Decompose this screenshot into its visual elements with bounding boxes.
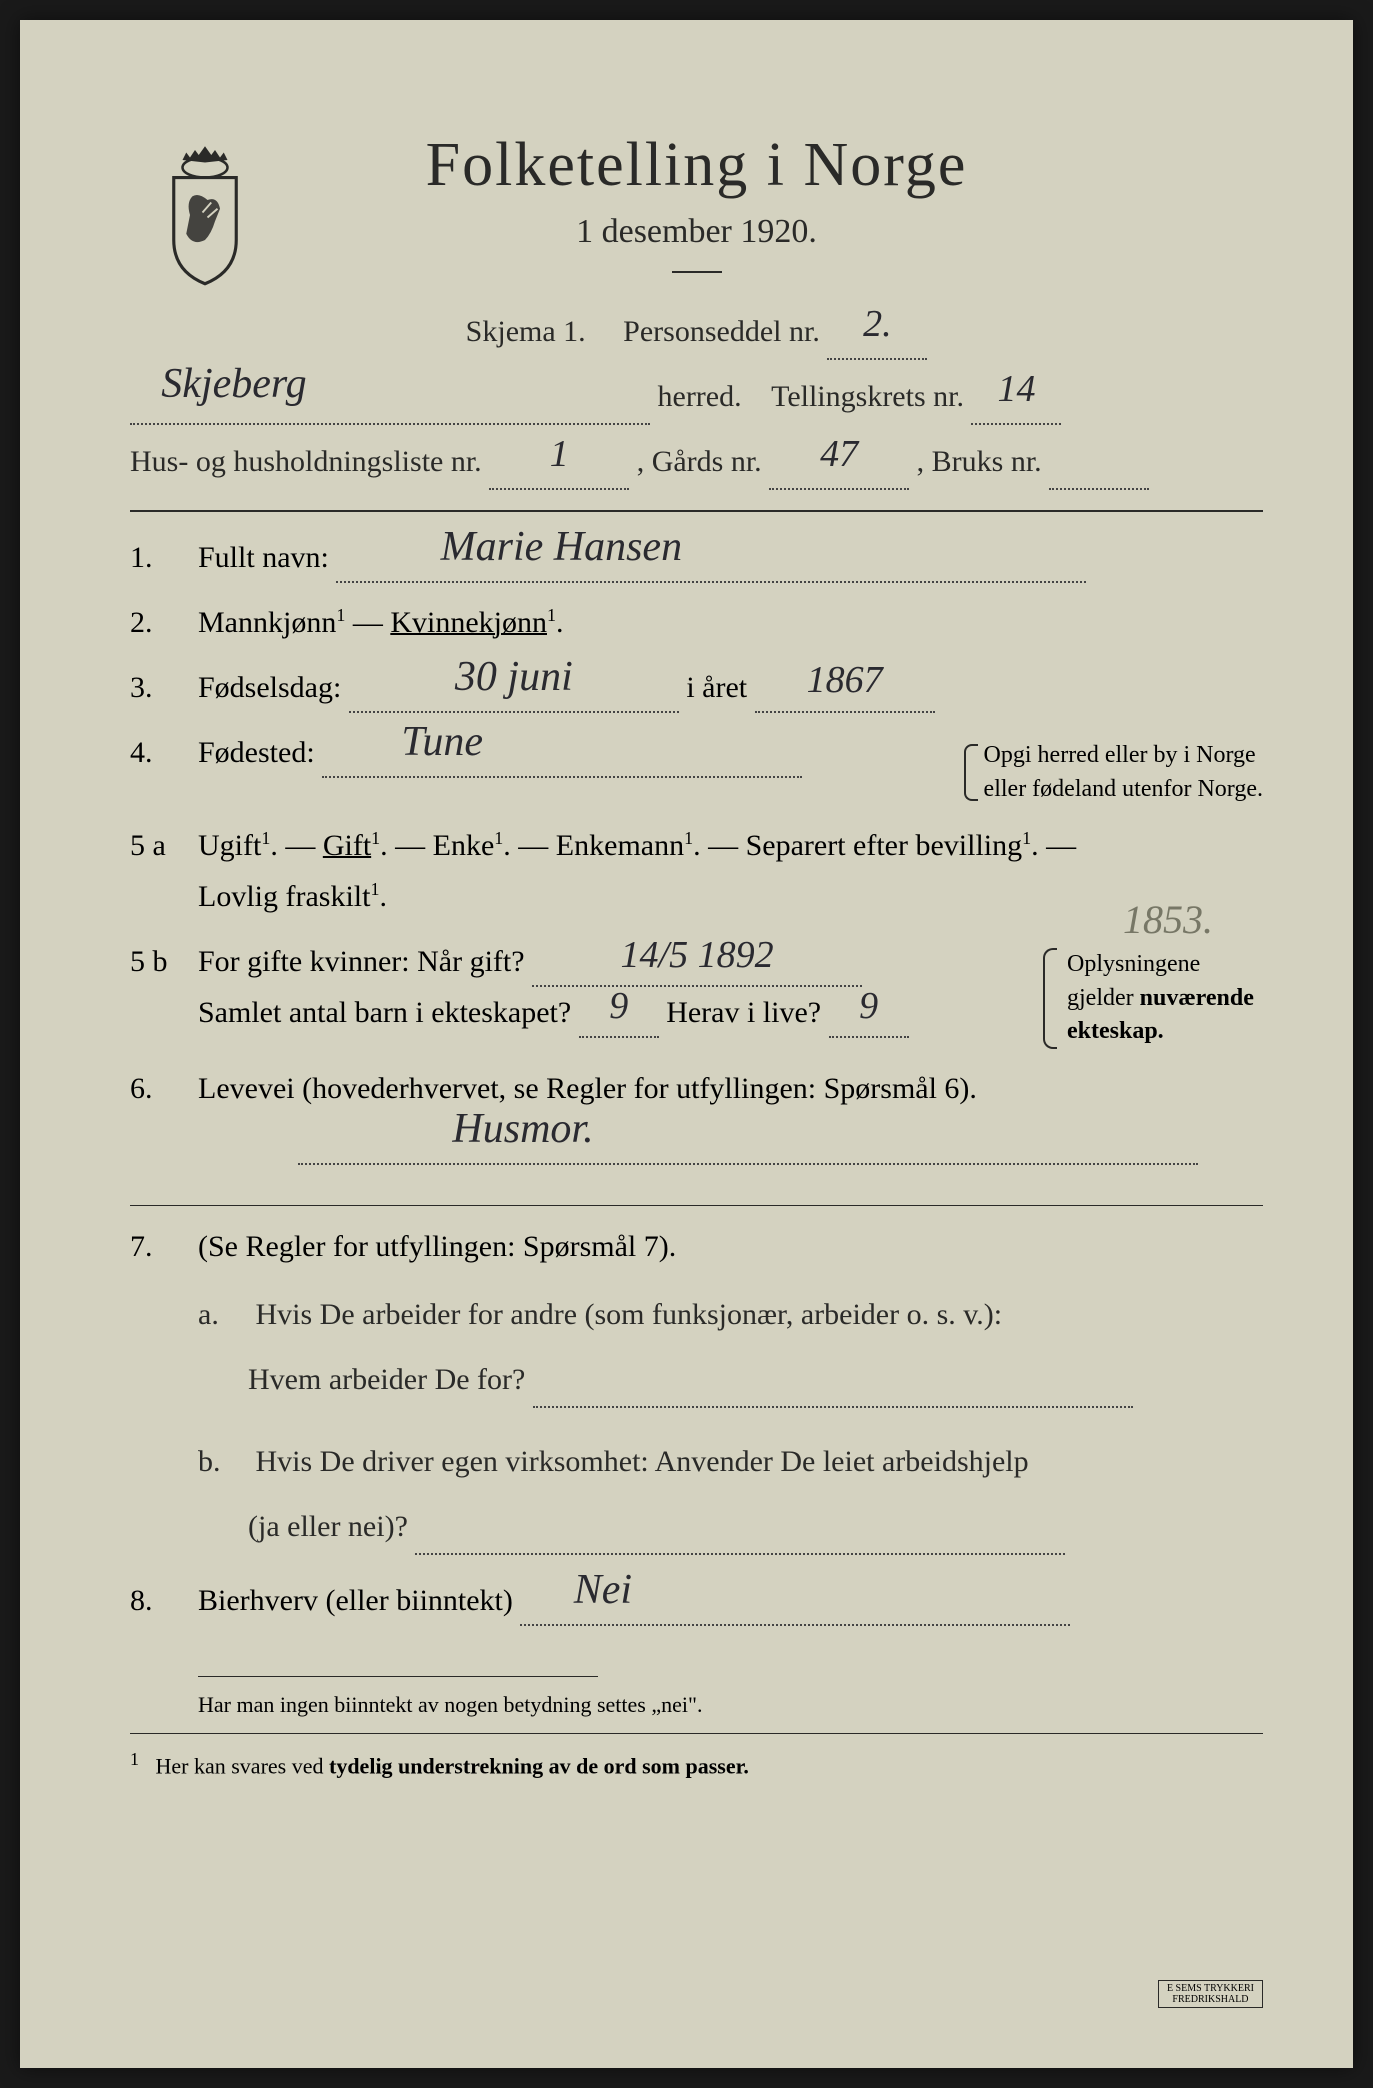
q7b-line1: Hvis De driver egen virksomhet: Anvender…: [256, 1445, 1029, 1478]
document-subtitle: 1 desember 1920.: [130, 213, 1263, 251]
footnote-1: Har man ingen biinntekt av nogen betydni…: [198, 1692, 1263, 1718]
q3-day-field: 30 juni: [349, 674, 679, 713]
bottom-divider: [130, 1733, 1263, 1734]
husliste-line: Hus- og husholdningsliste nr. 1 , Gårds …: [130, 433, 1263, 490]
q5b-label1: For gifte kvinner: Når gift?: [198, 945, 525, 978]
footnote-divider: [198, 1676, 598, 1677]
tellingskrets-value: 14: [997, 353, 1035, 425]
document-title: Folketelling i Norge: [130, 130, 1263, 201]
q5a-gift-selected: Gift: [323, 829, 371, 862]
personseddel-field: 2.: [827, 321, 927, 360]
q5b-value3: 9: [859, 974, 878, 1039]
q6-num: 6.: [130, 1072, 198, 1106]
tellingskrets-label: Tellingskrets nr.: [771, 380, 964, 413]
q7a-line1: Hvis De arbeider for andre (som funksjon…: [256, 1298, 1003, 1331]
q3-num: 3.: [130, 671, 198, 705]
q7b-letter: b.: [198, 1433, 248, 1490]
question-7a: a. Hvis De arbeider for andre (som funks…: [198, 1286, 1263, 1408]
question-7b: b. Hvis De driver egen virksomhet: Anven…: [198, 1433, 1263, 1555]
gards-field: 47: [769, 451, 909, 490]
q4-value: Tune: [401, 707, 483, 778]
q5b-label2: Samlet antal barn i ekteskapet?: [198, 996, 571, 1029]
question-4: 4. Fødested: Tune Opgi herred eller by i…: [130, 727, 1263, 806]
q7a-line2: Hvem arbeider De for?: [248, 1363, 525, 1396]
q3-day-value: 30 juni: [455, 642, 573, 713]
bruks-label: , Bruks nr.: [917, 445, 1042, 478]
section-divider: [130, 510, 1263, 512]
q7-label: (Se Regler for utfyllingen: Spørsmål 7).: [198, 1230, 676, 1263]
question-6: 6. Levevei (hovederhvervet, se Regler fo…: [130, 1063, 1263, 1165]
census-form-document: Folketelling i Norge 1 desember 1920. Sk…: [20, 20, 1353, 2068]
q5b-num: 5 b: [130, 945, 198, 979]
bruks-field: [1049, 451, 1149, 490]
schema-label: Skjema 1.: [466, 315, 586, 348]
herred-value: Skjeberg: [161, 345, 306, 425]
herred-label: herred.: [658, 380, 742, 413]
q8-label: Bierhverv (eller biinntekt): [198, 1584, 513, 1617]
herred-line: Skjeberg herred. Tellingskrets nr. 14: [130, 368, 1263, 425]
q7b-field: [415, 1516, 1065, 1555]
q4-note: Opgi herred eller by i Norge eller fødel…: [964, 739, 1263, 806]
question-3: 3. Fødselsdag: 30 juni i året 1867: [130, 662, 1263, 713]
q6-value: Husmor.: [452, 1094, 593, 1165]
personseddel-label: Personseddel nr.: [623, 315, 820, 348]
q4-field: Tune: [322, 739, 802, 778]
husliste-value: 1: [550, 418, 569, 490]
herred-field: Skjeberg: [130, 386, 650, 425]
q5b-field1: 14/5 1892: [532, 948, 862, 987]
q5b-marginal-note: 1853.: [1123, 896, 1213, 943]
q5b-value2: 9: [609, 974, 628, 1039]
q7b-line2: (ja eller nei)?: [248, 1510, 408, 1543]
q3-year-value: 1867: [807, 648, 883, 713]
q5b-field3: 9: [829, 999, 909, 1038]
printer-mark: E SEMS TRYKKERI FREDRIKSHALD: [1158, 1980, 1263, 2008]
q5b-field2: 9: [579, 999, 659, 1038]
q2-num: 2.: [130, 606, 198, 640]
q3-year-field: 1867: [755, 674, 935, 713]
q2-kvinne-selected: Kvinnekjønn: [390, 606, 547, 639]
husliste-field: 1: [489, 451, 629, 490]
q2-mann: Mannkjønn: [198, 606, 336, 639]
q5a-ugift: Ugift: [198, 829, 261, 862]
q5a-enke: Enke: [433, 829, 495, 862]
q8-field: Nei: [520, 1587, 1070, 1626]
q1-value: Marie Hansen: [441, 512, 682, 583]
gards-label: , Gårds nr.: [637, 445, 762, 478]
tellingskrets-field: 14: [971, 386, 1061, 425]
question-1: 1. Fullt navn: Marie Hansen: [130, 532, 1263, 583]
q7a-letter: a.: [198, 1286, 248, 1343]
q3-year-label: i året: [686, 671, 747, 704]
q5a-num: 5 a: [130, 829, 198, 863]
q4-label: Fødested:: [198, 736, 315, 769]
q4-num: 4.: [130, 736, 198, 770]
gards-value: 47: [820, 418, 858, 490]
q8-value: Nei: [574, 1555, 632, 1626]
norwegian-crest-icon: [140, 140, 270, 290]
document-header: Folketelling i Norge 1 desember 1920.: [130, 130, 1263, 273]
q6-field: Husmor.: [298, 1126, 1198, 1165]
q7-num: 7.: [130, 1230, 198, 1264]
q5b-side-note: Oplysningene gjelder nuværende ekteskap.: [1043, 948, 1263, 1049]
question-5b: 5 b For gifte kvinner: Når gift? 14/5 18…: [130, 936, 1263, 1049]
q8-num: 8.: [130, 1584, 198, 1618]
q1-field: Marie Hansen: [336, 544, 1086, 583]
q5a-separert: Separert efter bevilling: [746, 829, 1023, 862]
section-divider-2: [130, 1205, 1263, 1206]
husliste-label: Hus- og husholdningsliste nr.: [130, 445, 482, 478]
q1-num: 1.: [130, 541, 198, 575]
q5b-label3: Herav i live?: [666, 996, 821, 1029]
footnote-2: 1 Her kan svares ved tydelig understrekn…: [130, 1749, 1263, 1779]
divider-dash: [672, 271, 722, 273]
question-8: 8. Bierhverv (eller biinntekt) Nei: [130, 1575, 1263, 1626]
question-2: 2. Mannkjønn1 — Kvinnekjønn1.: [130, 597, 1263, 648]
q5b-value1: 14/5 1892: [621, 923, 774, 988]
q7a-field: [533, 1369, 1133, 1408]
q5a-fraskilt: Lovlig fraskilt: [198, 880, 370, 913]
q3-label: Fødselsdag:: [198, 671, 341, 704]
question-7: 7. (Se Regler for utfyllingen: Spørsmål …: [130, 1221, 1263, 1272]
question-5a: 5 a Ugift1. — Gift1. — Enke1. — Enkemann…: [130, 820, 1263, 922]
q5a-enkemann: Enkemann: [556, 829, 684, 862]
q1-label: Fullt navn:: [198, 541, 329, 574]
personseddel-value: 2.: [863, 288, 892, 360]
